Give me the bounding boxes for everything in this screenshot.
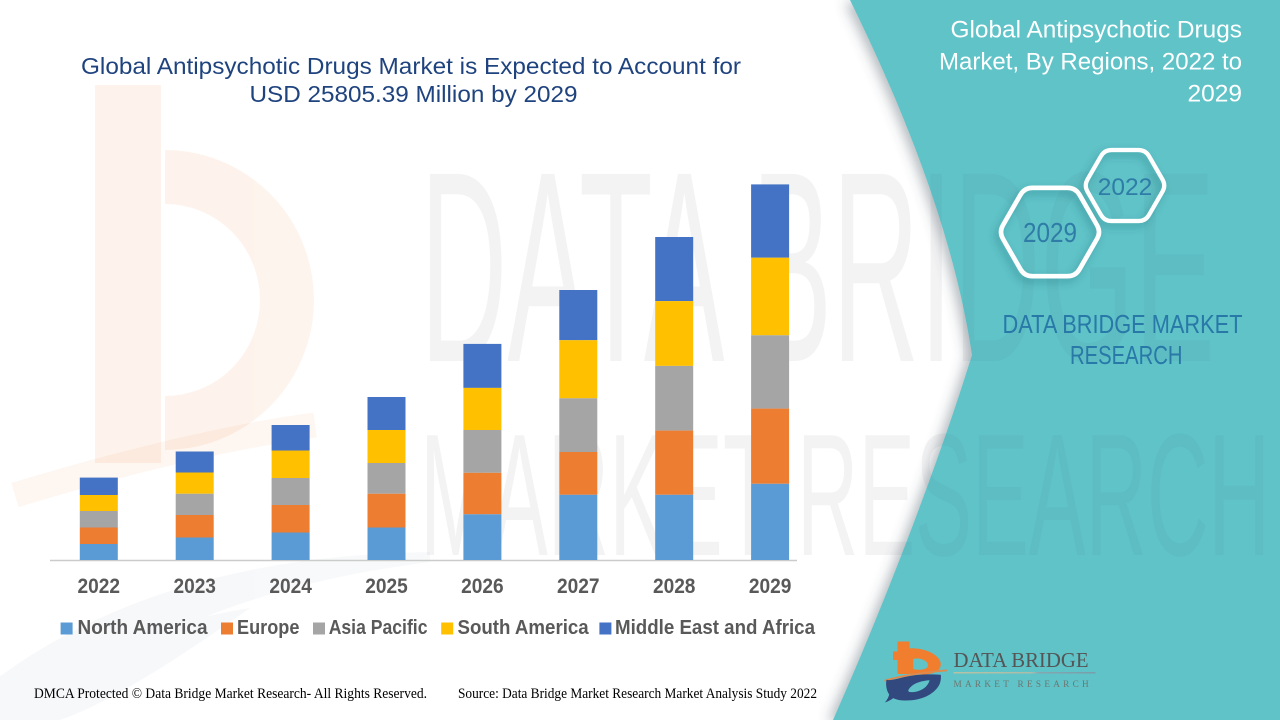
svg-text:MARKET RESEARCH: MARKET RESEARCH <box>954 679 1093 689</box>
svg-text:2026: 2026 <box>461 575 504 598</box>
svg-text:2029: 2029 <box>749 575 792 598</box>
svg-text:South America: South America <box>458 617 590 639</box>
svg-text:DMCA Protected © Data Bridge M: DMCA Protected © Data Bridge Market Rese… <box>34 686 427 702</box>
svg-text:Global Antipsychotic Drugs Mar: Global Antipsychotic Drugs Market is Exp… <box>81 53 741 79</box>
svg-text:2027: 2027 <box>557 575 600 598</box>
svg-text:2022: 2022 <box>78 575 121 598</box>
svg-text:North America: North America <box>78 617 209 639</box>
svg-text:2029: 2029 <box>1187 81 1242 108</box>
svg-text:Global Antipsychotic Drugs: Global Antipsychotic Drugs <box>951 17 1243 44</box>
svg-text:2029: 2029 <box>1023 217 1077 248</box>
svg-text:2023: 2023 <box>173 575 216 598</box>
svg-text:Market, By Regions, 2022 to: Market, By Regions, 2022 to <box>939 49 1242 76</box>
svg-text:2025: 2025 <box>365 575 408 598</box>
svg-text:DATA BRIDGE: DATA BRIDGE <box>954 648 1089 672</box>
svg-text:RESEARCH: RESEARCH <box>1070 340 1183 370</box>
svg-text:2022: 2022 <box>1098 174 1153 201</box>
svg-text:Middle East and Africa: Middle East and Africa <box>615 617 816 639</box>
svg-text:Source: Data Bridge Market Res: Source: Data Bridge Market Research Mark… <box>458 686 817 702</box>
svg-text:2028: 2028 <box>653 575 696 598</box>
svg-text:USD 25805.39 Million by 2029: USD 25805.39 Million by 2029 <box>250 81 578 107</box>
svg-text:Asia Pacific: Asia Pacific <box>329 617 428 639</box>
svg-text:Europe: Europe <box>237 617 299 639</box>
svg-text:2024: 2024 <box>269 575 312 598</box>
svg-text:DATA BRIDGE MARKET: DATA BRIDGE MARKET <box>1003 309 1243 339</box>
